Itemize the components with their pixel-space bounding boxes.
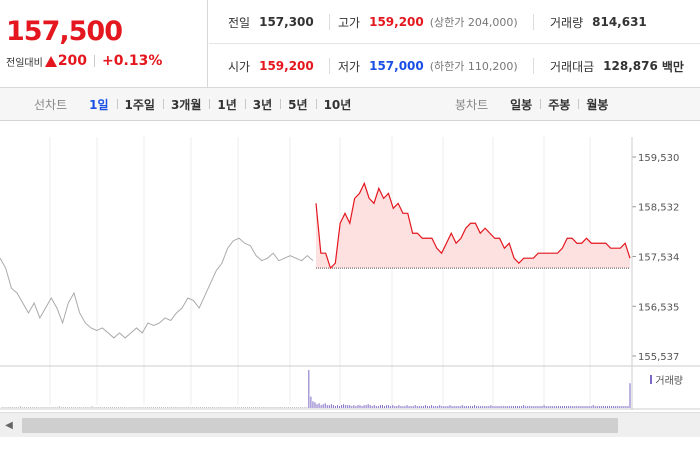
- price-chart: 159,530 158,532 157,534 156,535 155,537 거래량: [0, 121, 700, 410]
- stat-label: 시가: [228, 59, 251, 74]
- candle-tab-2[interactable]: 월봉: [578, 96, 616, 113]
- volume-legend: 거래량: [650, 372, 683, 387]
- today-price-line: [315, 181, 631, 270]
- price-box: 157,500 전일대비 200 +0.13%: [0, 0, 208, 88]
- change-percent: +0.13%: [102, 53, 163, 69]
- stat-label: 저가: [338, 59, 361, 74]
- period-tab-3[interactable]: 1년: [209, 96, 244, 113]
- stat-sub: (상한가 204,000): [429, 16, 518, 29]
- divider: [94, 55, 96, 67]
- change-row: 전일대비 200 +0.13%: [6, 53, 162, 69]
- stats-row-1: 전일 157,300 고가 159,200 (상한가 204,000) 거래량 …: [209, 0, 700, 44]
- stat-value: 157,000: [369, 59, 424, 73]
- candle-tab-1[interactable]: 주봉: [540, 96, 578, 113]
- stat-value: 159,200: [369, 15, 424, 29]
- candle-chart-periods: 봉차트 일봉 주봉 월봉: [455, 88, 616, 121]
- quote-header: 157,500 전일대비 200 +0.13% 전일 157,300 고가 15…: [0, 0, 700, 88]
- y-tick-label: 157,534: [638, 252, 679, 263]
- scrollbar-thumb[interactable]: [22, 418, 618, 433]
- candle-chart-label: 봉차트: [455, 98, 489, 112]
- divider: [533, 14, 534, 30]
- stats-panel: 전일 157,300 고가 159,200 (상한가 204,000) 거래량 …: [209, 0, 700, 88]
- scroll-left-icon[interactable]: ◀: [5, 420, 13, 431]
- prev-day-price-line: [0, 237, 314, 339]
- stat-sub: (하한가 110,200): [429, 60, 518, 73]
- line-chart-periods: 선차트 1일 1주일 3개월 1년 3년 5년 10년: [34, 88, 359, 121]
- stat-label: 거래대금: [550, 59, 595, 74]
- current-price: 157,500: [6, 16, 123, 47]
- stat-label: 거래량: [550, 15, 584, 30]
- stat-high: 고가 159,200 (상한가 204,000): [338, 0, 518, 44]
- candle-tab-0[interactable]: 일봉: [510, 98, 533, 112]
- stat-open: 시가 159,200: [228, 44, 314, 88]
- chart-canvas: 159,530 158,532 157,534 156,535 155,537: [0, 137, 700, 410]
- volume-legend-label: 거래량: [655, 376, 683, 387]
- divider: [329, 58, 330, 74]
- y-tick-label: 155,537: [638, 352, 679, 363]
- period-tab-5[interactable]: 5년: [280, 96, 315, 113]
- stat-unit: 백만: [661, 59, 684, 74]
- change-label: 전일대비: [6, 57, 43, 69]
- y-tick-label: 158,532: [638, 203, 679, 214]
- stat-low: 저가 157,000 (하한가 110,200): [338, 44, 518, 88]
- stat-amount: 거래대금 128,876 백만: [550, 44, 684, 88]
- stat-value: 814,631: [592, 15, 647, 29]
- up-triangle-icon: [44, 55, 57, 67]
- line-chart-label: 선차트: [34, 98, 68, 112]
- stat-value: 157,300: [259, 15, 314, 29]
- stat-label: 고가: [338, 15, 361, 30]
- period-tab-6[interactable]: 10년: [315, 96, 360, 113]
- legend-swatch: [650, 375, 653, 384]
- stat-value: 159,200: [259, 59, 314, 73]
- stats-row-2: 시가 159,200 저가 157,000 (하한가 110,200) 거래대금…: [209, 44, 700, 88]
- stat-value: 128,876: [603, 59, 658, 73]
- chart-toolbar: 선차트 1일 1주일 3개월 1년 3년 5년 10년 봉차트 일봉 주봉 월봉: [0, 88, 700, 121]
- price-area-fill: [316, 183, 630, 269]
- period-tab-0[interactable]: 1일: [89, 98, 109, 112]
- period-tab-1[interactable]: 1주일: [116, 96, 163, 113]
- change-value: 200: [57, 53, 88, 69]
- divider: [533, 58, 534, 74]
- y-tick-label: 156,535: [638, 302, 679, 313]
- stat-label: 전일: [228, 15, 251, 30]
- period-tab-4[interactable]: 3년: [244, 96, 280, 113]
- stat-volume: 거래량 814,631: [550, 0, 647, 44]
- divider: [329, 14, 330, 30]
- stat-prev: 전일 157,300: [228, 0, 314, 44]
- period-tab-2[interactable]: 3개월: [162, 96, 209, 113]
- chart-scrollbar[interactable]: ◀: [0, 412, 700, 437]
- y-tick-label: 159,530: [638, 153, 679, 164]
